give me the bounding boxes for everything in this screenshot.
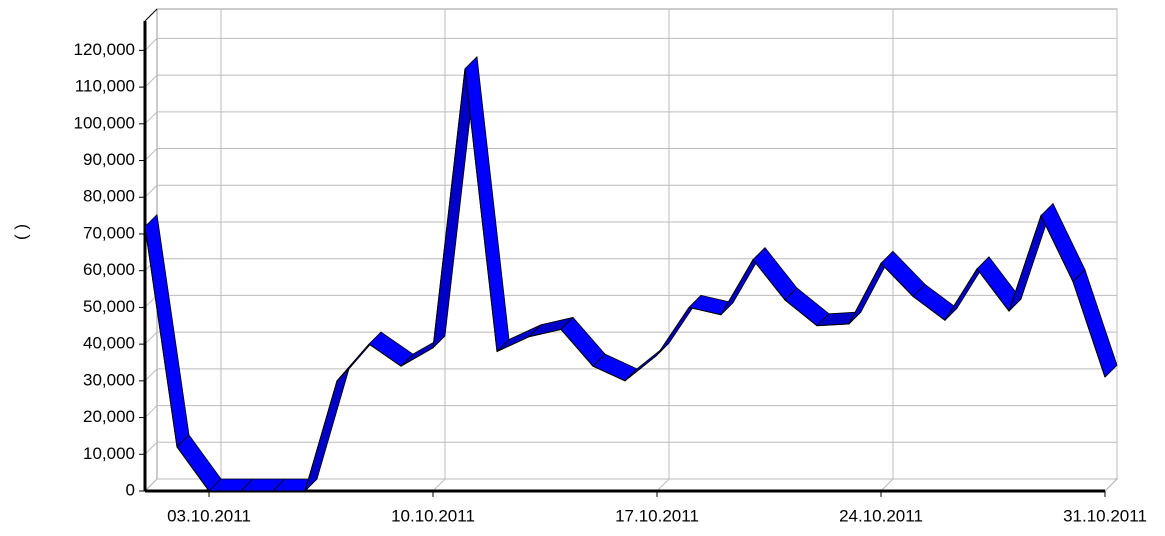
grid-line-side [144, 74, 158, 88]
y-tick-label: 50,000 [83, 297, 135, 316]
grid-line-side [144, 148, 158, 161]
y-tick-label: 40,000 [83, 334, 135, 353]
grid-line-side [144, 478, 158, 492]
y-tick-label: 60,000 [83, 260, 135, 279]
y-tick-label: 90,000 [83, 150, 135, 169]
x-tick-label: 31.10.2011 [1063, 506, 1147, 525]
x-tick-label: 10.10.2011 [391, 506, 475, 525]
grid-line-side [144, 441, 158, 455]
y-tick-label: 80,000 [83, 187, 135, 206]
x-tick-label: 17.10.2011 [615, 506, 699, 525]
grid-line-side [144, 331, 158, 345]
grid-line-floor [432, 478, 446, 492]
y-tick-label: 0 [126, 480, 135, 499]
y-tick-label: 100,000 [74, 113, 135, 132]
y-axis-top [144, 8, 158, 22]
y-tick-label: 110,000 [75, 77, 135, 96]
line [144, 68, 1106, 492]
grid-line-side [144, 38, 158, 51]
y-axis-label: ( ) [11, 224, 30, 240]
x-tick-label: 24.10.2011 [839, 506, 923, 525]
y-tick-label: 120,000 [74, 40, 135, 59]
y-tick-label: 10,000 [83, 444, 135, 463]
grid-line-floor [656, 478, 670, 492]
grid-line-floor [1104, 478, 1118, 492]
grid-line-side [144, 184, 158, 198]
grid-line-side [144, 368, 158, 382]
y-tick-label: 20,000 [83, 407, 135, 426]
grid-line-floor [880, 478, 894, 492]
x-tick-label: 03.10.2011 [167, 506, 251, 525]
grid-line-side [144, 405, 158, 418]
back-wall [156, 8, 1118, 480]
y-tick-label: 30,000 [83, 370, 135, 389]
grid-line-side [144, 111, 158, 125]
y-tick-label: 70,000 [83, 223, 135, 242]
